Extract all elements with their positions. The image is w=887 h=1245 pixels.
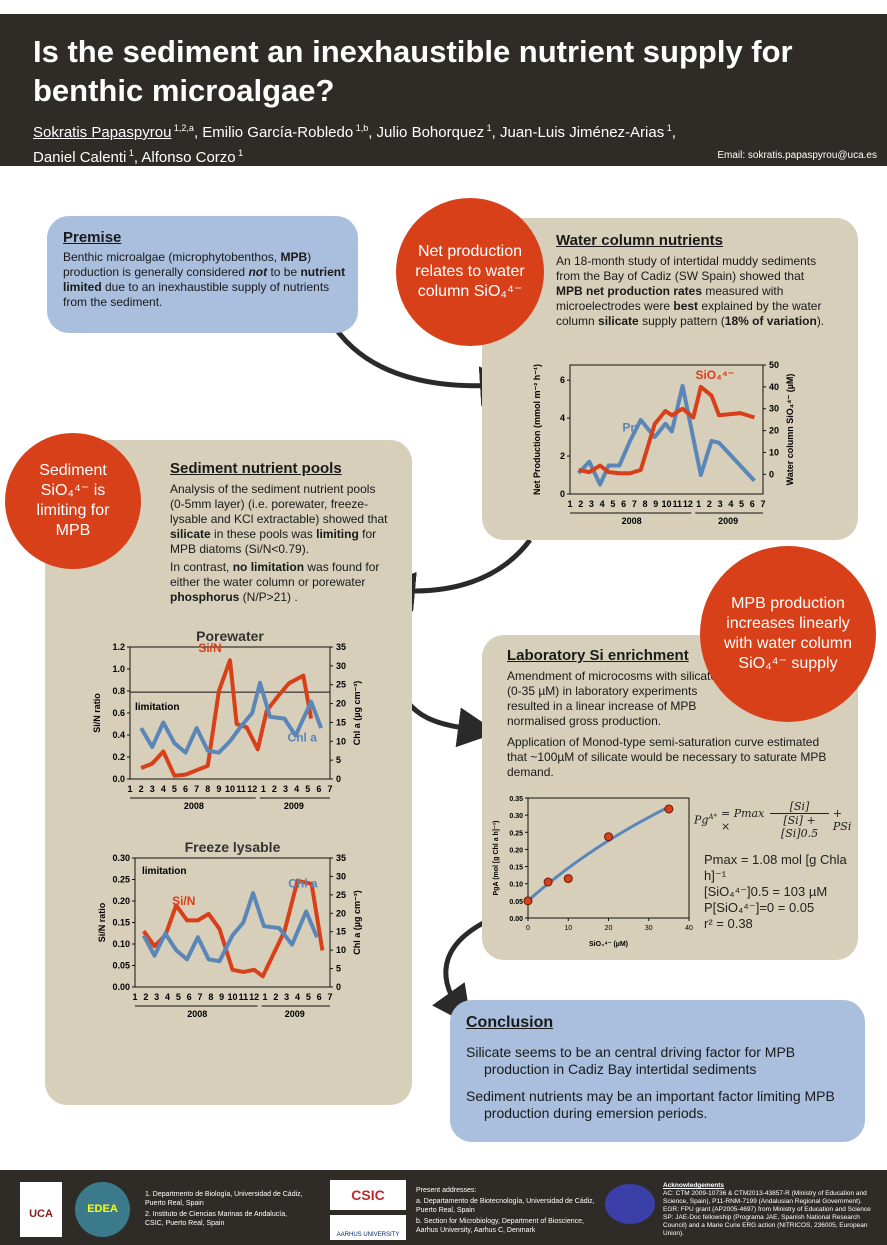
text-segment: measured with microelectrodes were — [556, 284, 784, 313]
equation-numerator: [Si] — [770, 800, 829, 814]
author-list: Sokratis Papaspyrou 1,2,a, Emilio García… — [33, 123, 676, 166]
csic-logo: CSIC — [330, 1180, 406, 1210]
lab-text-2: Application of Monod-type semi-saturatio… — [507, 735, 827, 779]
conclusion-box: Conclusion Silicate seems to be an centr… — [450, 1000, 865, 1142]
present-address-a: a. Departamento de Biotecnología, Univer… — [416, 1198, 595, 1214]
lab-heading: Laboratory Si enrichment — [507, 647, 689, 664]
param-pmax: Pmax = 1.08 mol [g Chla h]⁻¹ — [704, 852, 847, 883]
param-p0: P[SiO₄⁴⁻]=0 = 0.05 — [704, 900, 815, 915]
poster-title: Is the sediment an inexhaustible nutrien… — [33, 34, 793, 108]
ack-1: AC: CTM 2009-10736 & CTM2013-43857-R (Mi… — [663, 1190, 867, 1205]
text-segment: in these pools was — [210, 527, 317, 541]
text-segment: Analysis of the sediment nutrient pools … — [170, 482, 388, 526]
aarhus-logo: AARHUS UNIVERSITY — [330, 1215, 406, 1240]
text-segment: due to an inexhaustible supply of nutrie… — [63, 280, 330, 309]
text-segment: silicate — [170, 527, 211, 541]
text-segment: explained by the water column — [556, 299, 822, 328]
text-segment: phosphorus — [170, 590, 240, 604]
text-segment: An 18-month study of intertidal muddy se… — [556, 254, 817, 283]
monod-equation: PgA* = Pmax × [Si] [Si] + [Si]0.5 + PSi — [694, 800, 858, 840]
uca-logo: UCA — [20, 1182, 62, 1237]
callout-sediment-limiting: Sediment SiO₄⁴⁻ is limiting for MPB — [5, 433, 141, 569]
sediment-text-2: In contrast, no limitation was found for… — [170, 560, 392, 605]
edea-logo: EDEA — [75, 1182, 130, 1237]
text-segment: MPB — [280, 250, 308, 264]
sediment-heading: Sediment nutrient pools — [170, 460, 342, 477]
author: Alfonso Corzo 1 — [141, 148, 244, 166]
author: Emilio García-Robledo 1,b — [202, 123, 369, 141]
fit-parameters: Pmax = 1.08 mol [g Chla h]⁻¹ [SiO₄⁴⁻]0.5… — [704, 852, 858, 932]
param-r2: r² = 0.38 — [704, 916, 753, 931]
text-segment: for MPB diatoms (Si/N<0.79). — [170, 527, 377, 556]
acknowledgements: Acknowledgements AC: CTM 2009-10736 & CT… — [663, 1182, 878, 1238]
author: Julio Bohorquez 1 — [376, 123, 492, 141]
author: Sokratis Papaspyrou 1,2,a — [33, 123, 194, 141]
text-segment: limiting — [316, 527, 359, 541]
conclusion-item-1: Silicate seems to be an central driving … — [466, 1044, 796, 1077]
arrow-water-to-sediment — [375, 538, 532, 612]
ack-title: Acknowledgements — [663, 1182, 725, 1189]
text-segment: to be — [267, 265, 301, 279]
text-segment: silicate — [598, 314, 639, 328]
premise-box: Premise Benthic microalgae (microphytobe… — [47, 216, 358, 333]
equation-denominator: [Si] + [Si]0.5 — [780, 814, 819, 840]
text-segment: not — [248, 265, 268, 279]
text-segment: Benthic microalgae (microphytobenthos, — [63, 250, 281, 264]
affiliation-2: 2. Instituto de Ciencias Marinas de Anda… — [145, 1211, 288, 1227]
text-segment: ) production is generally considered — [63, 250, 312, 279]
premise-text: Benthic microalgae (microphytobenthos, M… — [63, 250, 348, 310]
text-segment: best — [673, 299, 699, 313]
arrow-premise-to-water — [327, 318, 520, 407]
present-address-b: b. Section for Microbiology, Department … — [416, 1218, 584, 1234]
callout-mpb-production: MPB production increases linearly with w… — [700, 546, 876, 722]
water-text: An 18-month study of intertidal muddy se… — [556, 254, 826, 329]
equation-mid: = Pmax × — [721, 807, 765, 833]
present-addresses: Present addresses: a. Departamento de Bi… — [416, 1186, 596, 1235]
text-segment: no limitation — [232, 560, 305, 574]
author: Daniel Calenti 1 — [33, 148, 134, 166]
equation-lhs: PgA* — [694, 813, 718, 827]
text-segment: In contrast, — [170, 560, 233, 574]
poster-header: Is the sediment an inexhaustible nutrien… — [0, 14, 887, 166]
present-title: Present addresses: — [416, 1187, 477, 1194]
ack-2: EGR: FPU grant (AP2005-4697) from Minist… — [663, 1206, 871, 1213]
lab-text-1: Amendment of microcosms with silicate (0… — [507, 669, 718, 728]
param-half-saturation: [SiO₄⁴⁻]0.5 = 103 µM — [704, 884, 828, 899]
contact-email[interactable]: Email: sokratis.papaspyrou@uca.es — [717, 150, 877, 161]
text-segment: 18% of variation — [724, 314, 817, 328]
water-heading: Water column nutrients — [556, 232, 723, 249]
text-segment: nutrient limited — [63, 265, 346, 294]
callout-net-production: Net production relates to water column S… — [396, 198, 544, 346]
equation-fraction: [Si] [Si] + [Si]0.5 — [770, 800, 829, 840]
author: Juan-Luis Jiménez-Arias 1 — [499, 123, 672, 141]
conclusion-item-2: Sediment nutrients may be an important f… — [466, 1088, 835, 1121]
text-segment: ). — [816, 314, 825, 328]
text-segment: supply pattern ( — [638, 314, 725, 328]
equation-tail: + PSi — [832, 807, 852, 833]
funding-logo — [605, 1184, 655, 1224]
ack-3: SP: JAE-Doc fellowship (Programa JAE, Sp… — [663, 1214, 868, 1237]
text-segment: MPB net production rates — [556, 284, 703, 298]
affiliation-1: 1. Departmento de Biología, Universidad … — [145, 1191, 303, 1207]
text-segment: was found for either the water column or… — [170, 560, 380, 589]
text-segment: (N/P>21) . — [239, 590, 298, 604]
conclusion-heading: Conclusion — [466, 1014, 554, 1031]
footer: UCA EDEA 1. Departmento de Biología, Uni… — [0, 1170, 887, 1245]
sediment-text-1: Analysis of the sediment nutrient pools … — [170, 482, 392, 557]
premise-heading: Premise — [63, 229, 122, 246]
affiliations: 1. Departmento de Biología, Universidad … — [145, 1190, 305, 1228]
